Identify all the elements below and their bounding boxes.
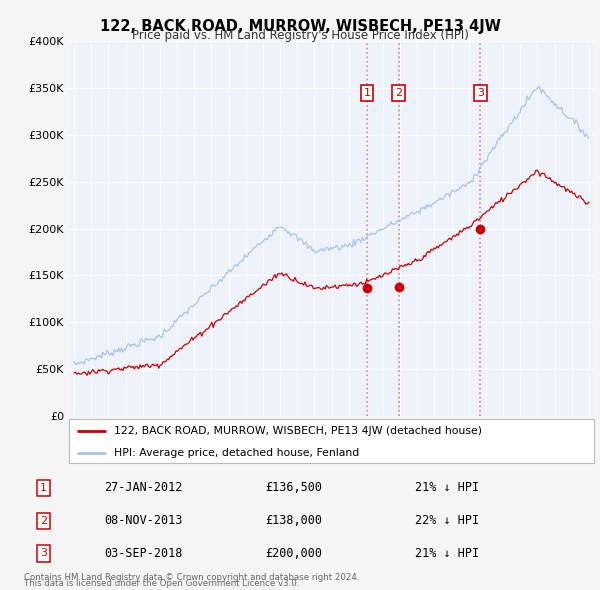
Text: 2: 2 [40,516,47,526]
Text: 08-NOV-2013: 08-NOV-2013 [104,514,182,527]
Text: Contains HM Land Registry data © Crown copyright and database right 2024.: Contains HM Land Registry data © Crown c… [24,573,359,582]
Text: 27-JAN-2012: 27-JAN-2012 [104,481,182,494]
Text: 2: 2 [395,88,403,98]
Text: 1: 1 [364,88,371,98]
Text: £200,000: £200,000 [265,547,322,560]
Text: 21% ↓ HPI: 21% ↓ HPI [415,547,479,560]
Text: 122, BACK ROAD, MURROW, WISBECH, PE13 4JW: 122, BACK ROAD, MURROW, WISBECH, PE13 4J… [100,19,500,34]
Text: 3: 3 [477,88,484,98]
Text: This data is licensed under the Open Government Licence v3.0.: This data is licensed under the Open Gov… [24,579,299,588]
Text: 21% ↓ HPI: 21% ↓ HPI [415,481,479,494]
Text: HPI: Average price, detached house, Fenland: HPI: Average price, detached house, Fenl… [113,448,359,458]
Text: £138,000: £138,000 [265,514,322,527]
Text: 03-SEP-2018: 03-SEP-2018 [104,547,182,560]
Text: Price paid vs. HM Land Registry's House Price Index (HPI): Price paid vs. HM Land Registry's House … [131,30,469,42]
Text: £136,500: £136,500 [265,481,322,494]
Text: 3: 3 [40,549,47,558]
Text: 1: 1 [40,483,47,493]
Text: 122, BACK ROAD, MURROW, WISBECH, PE13 4JW (detached house): 122, BACK ROAD, MURROW, WISBECH, PE13 4J… [113,426,482,436]
Text: 22% ↓ HPI: 22% ↓ HPI [415,514,479,527]
